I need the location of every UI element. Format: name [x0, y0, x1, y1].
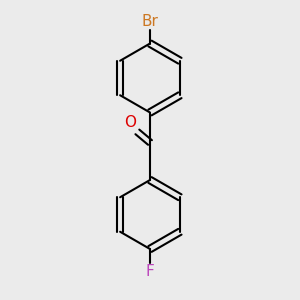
Text: F: F [146, 264, 154, 279]
Text: Br: Br [142, 14, 158, 28]
Text: O: O [124, 116, 136, 130]
